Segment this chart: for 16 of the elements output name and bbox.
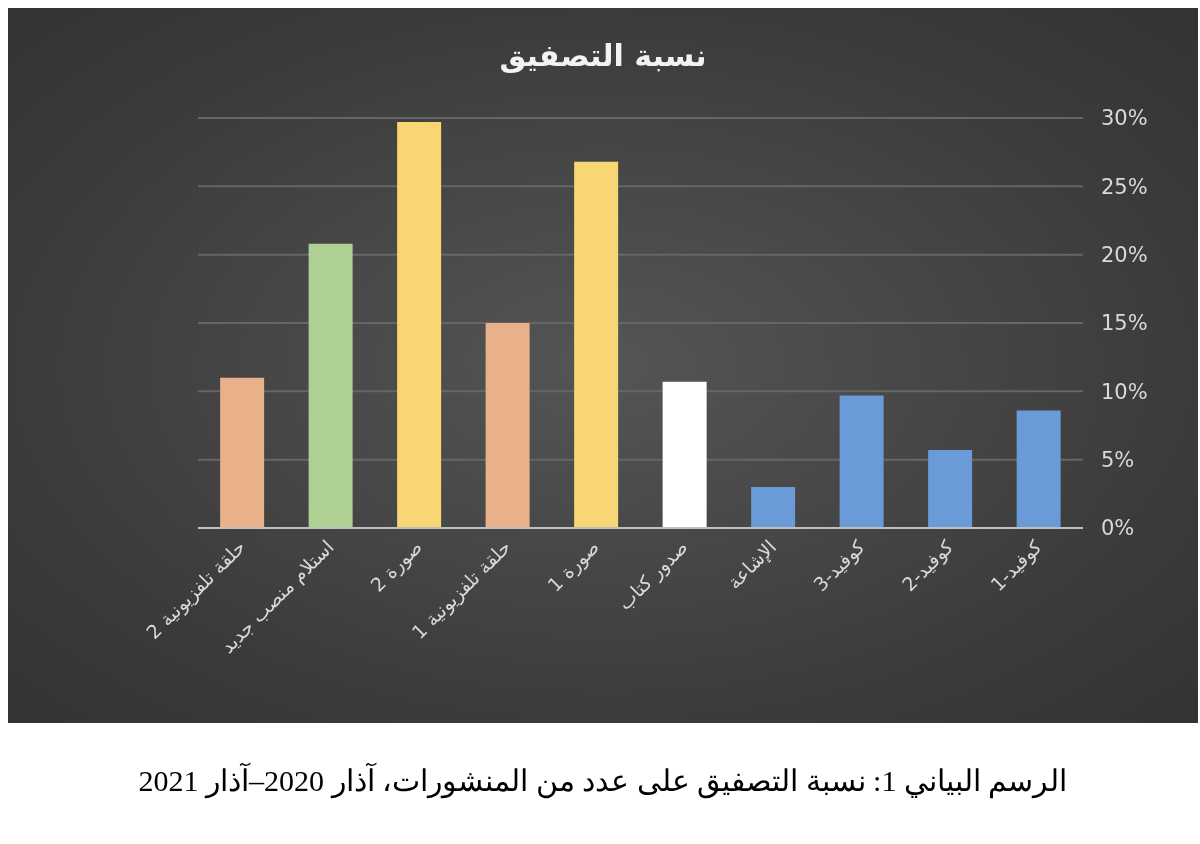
y-tick-label: 20% (1101, 243, 1148, 268)
x-tick-label: الإشاعة (722, 535, 782, 594)
text: الرسم البياني 1: نسبة التصفيق على عدد من المنشورات، آذار 2020–آذار 2021 (137, 763, 1069, 798)
x-tick-label: كوفيد-1 (985, 534, 1048, 597)
x-tick-label: صورة 2 (366, 535, 428, 597)
y-tick-label: 15% (1101, 311, 1148, 336)
x-tick-label: كوفيد-2 (897, 534, 959, 597)
y-tick-label: 25% (1101, 174, 1148, 199)
x-tick-label: صورة 1 (543, 535, 605, 597)
y-tick-label: 5% (1101, 448, 1135, 473)
y-tick-label: 10% (1101, 379, 1148, 404)
x-tick-label: كوفيد-3 (808, 534, 871, 597)
y-tick-label: 0% (1101, 516, 1135, 541)
y-tick-label: 30% (1101, 106, 1148, 131)
chart-title: نسبة التصفيق (498, 38, 708, 73)
x-tick-label: صدور كتاب (613, 535, 693, 615)
